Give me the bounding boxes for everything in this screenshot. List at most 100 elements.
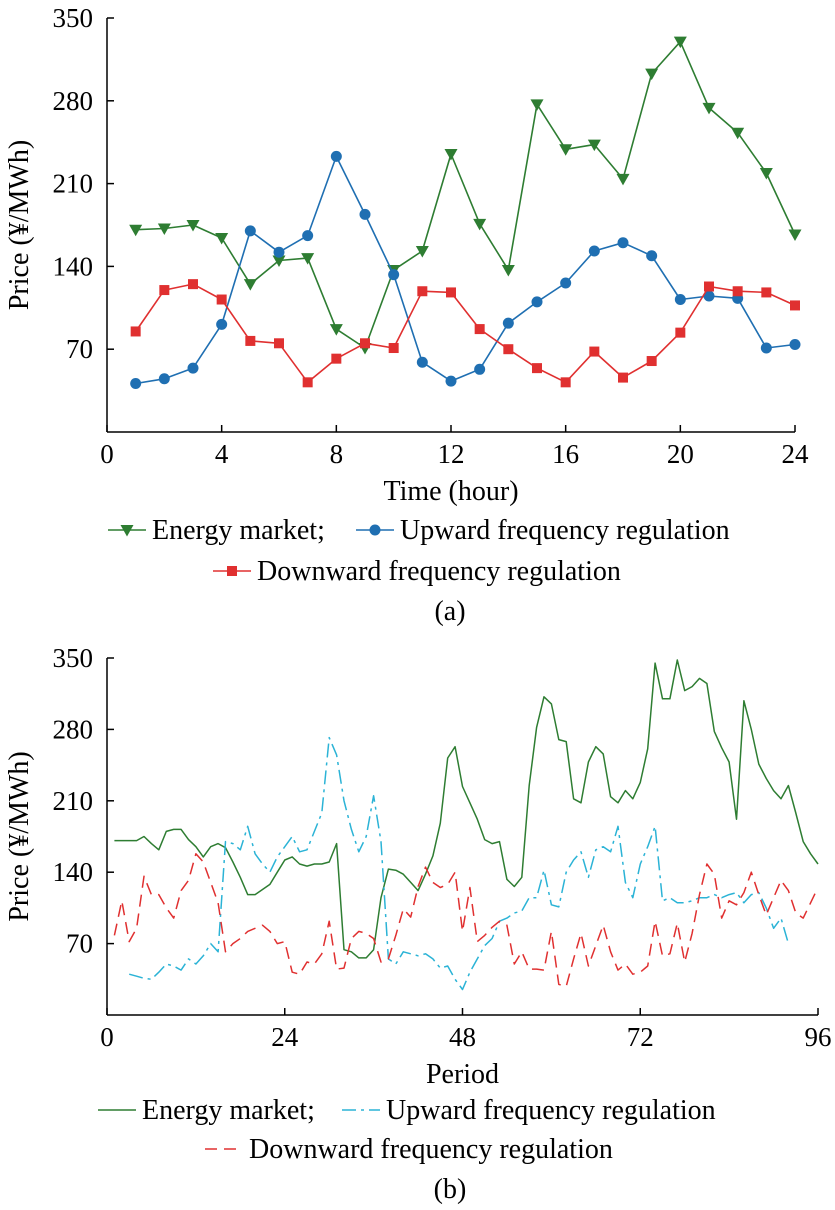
- y-tick-label: 280: [53, 86, 94, 116]
- data-point: [789, 338, 801, 350]
- x-axis-label: Time (hour): [383, 476, 518, 507]
- data-point: [703, 290, 715, 302]
- data-point: [502, 317, 514, 329]
- x-tick-label: 24: [271, 1022, 299, 1052]
- data-point: [759, 167, 773, 180]
- data-point: [186, 220, 200, 232]
- data-point: [761, 287, 772, 298]
- data-point: [646, 356, 657, 367]
- legend-label: Upward frequency regulation: [386, 1095, 716, 1126]
- series-line: [113, 853, 819, 988]
- data-point: [444, 149, 458, 161]
- data-point: [530, 99, 544, 111]
- data-point: [531, 296, 543, 308]
- legend-entry: Upward frequency regulation: [356, 515, 730, 546]
- data-point: [215, 233, 229, 245]
- legend-entry: Energy market;: [98, 1095, 315, 1126]
- data-point: [474, 324, 485, 335]
- y-tick-label: 210: [53, 786, 94, 816]
- series-line: [135, 40, 796, 349]
- data-point: [474, 363, 486, 375]
- data-point: [274, 338, 284, 349]
- data-point: [216, 294, 227, 305]
- y-tick-label: 70: [66, 929, 93, 959]
- data-point: [503, 344, 514, 355]
- data-point: [157, 223, 171, 236]
- data-point: [790, 300, 800, 311]
- y-axis-label: Price (¥/MWh): [4, 140, 35, 310]
- data-point: [388, 343, 399, 354]
- data-point: [587, 139, 601, 152]
- legend-entry: Downward frequency regulation: [213, 556, 621, 587]
- y-axis-label: Price (¥/MWh): [4, 751, 35, 921]
- data-point: [618, 372, 628, 383]
- data-point: [129, 224, 143, 237]
- data-point: [589, 346, 600, 357]
- x-axis-label: Period: [426, 1059, 499, 1090]
- data-point: [731, 127, 745, 140]
- data-point: [532, 363, 542, 374]
- data-point: [158, 373, 170, 385]
- data-point: [645, 68, 659, 81]
- series-line: [135, 283, 796, 384]
- x-tick-label: 4: [215, 439, 229, 469]
- data-point: [704, 281, 714, 292]
- x-tick-label: 72: [627, 1022, 654, 1052]
- data-point: [417, 286, 428, 297]
- data-point: [273, 246, 285, 258]
- y-tick-label: 210: [53, 169, 94, 199]
- data-point: [501, 264, 515, 277]
- series-downward-frequency-regulation: [130, 279, 800, 388]
- data-point: [244, 225, 256, 237]
- data-point: [702, 102, 716, 115]
- panel-a-energy-regulation-prices-hourly: 70 140 210 280 350 0 4 8 12 16 20 24 Time (hour) Pric…: [4, 3, 809, 627]
- legend-entry: Energy market;: [108, 515, 325, 546]
- data-point: [302, 377, 313, 388]
- data-point: [329, 324, 343, 336]
- data-point: [359, 208, 371, 220]
- data-point: [159, 285, 170, 296]
- data-point: [673, 36, 687, 49]
- data-point: [674, 294, 686, 306]
- x-tick-label: 16: [552, 439, 579, 469]
- legend-entry: Downward frequency regulation: [205, 1134, 613, 1165]
- x-tick-label: 0: [100, 1022, 114, 1052]
- legend-entry: Upward frequency regulation: [342, 1095, 716, 1126]
- series-downward-frequency-regulation: [113, 853, 819, 988]
- data-point: [245, 335, 256, 346]
- data-point: [187, 362, 199, 374]
- panel-b-energy-regulation-prices-period: 70 140 210 280 350 0 24 48 72 96 Period Price (¥/MW…: [4, 643, 832, 1205]
- y-tick-label: 350: [53, 643, 94, 673]
- panel-label: (a): [434, 596, 465, 627]
- data-point: [415, 246, 429, 258]
- data-point: [445, 375, 457, 387]
- data-point: [588, 245, 600, 257]
- x-tick-label: 96: [805, 1022, 832, 1052]
- data-point: [760, 342, 772, 354]
- data-point: [130, 378, 142, 390]
- legend-label: Downward frequency regulation: [249, 1134, 613, 1165]
- data-point: [243, 279, 257, 291]
- y-tick-label: 350: [53, 3, 94, 33]
- legend-marker: [120, 525, 134, 537]
- data-point: [446, 287, 456, 298]
- y-tick-label: 140: [53, 251, 94, 281]
- data-point: [272, 255, 286, 267]
- series-energy-market: [114, 659, 819, 959]
- panel-label: (b): [434, 1174, 467, 1205]
- data-point: [388, 269, 400, 281]
- legend-marker: [369, 524, 381, 536]
- data-point: [130, 326, 141, 337]
- legend-label: Upward frequency regulation: [400, 515, 730, 546]
- data-point: [360, 338, 370, 349]
- legend-label: Energy market;: [152, 515, 325, 546]
- data-point: [216, 318, 228, 330]
- legend-marker: [227, 566, 237, 576]
- data-point: [188, 279, 198, 290]
- data-point: [302, 230, 314, 242]
- data-point: [675, 327, 686, 338]
- series-upward-frequency-regulation: [130, 150, 801, 390]
- data-point: [560, 277, 572, 289]
- data-point: [646, 250, 658, 262]
